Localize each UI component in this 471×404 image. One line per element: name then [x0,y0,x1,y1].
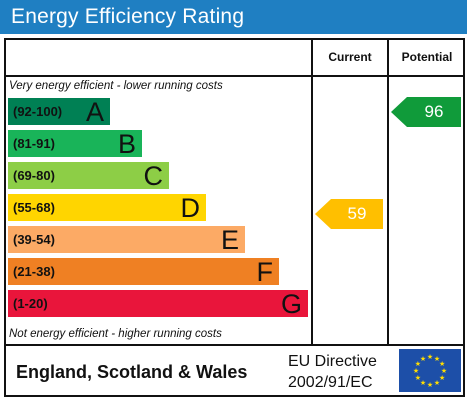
note-efficient: Very energy efficient - lower running co… [9,80,223,92]
footer-rule [4,344,465,346]
potential-rating-value: 96 [424,102,444,121]
band-g-range: (1-20) [13,296,48,311]
footer-region: England, Scotland & Wales [16,362,248,382]
header-rule [4,75,465,77]
band-e-letter: E [220,225,239,255]
band-c: (69-80) C [8,161,169,191]
potential-arrow-shape [391,97,461,127]
band-g-letter: G [280,289,302,319]
band-b: (81-91) B [8,129,142,159]
eu-flag-stars: ★ ★★★★★★★★★★★ [413,353,447,389]
band-a: (92-100) A [8,97,110,127]
band-b-letter: B [117,129,136,159]
eu-star-icon: ★ [441,367,447,375]
column-current-heading: Current [328,50,372,64]
potential-rating-arrow: 96 [391,97,461,127]
eu-star-icon: ★ [434,379,440,387]
divider-potential [387,38,389,345]
eu-star-icon: ★ [439,374,445,382]
current-rating-value: 59 [347,204,367,223]
eu-star-icon: ★ [420,355,426,363]
column-potential-heading: Potential [401,50,453,64]
divider-current [311,38,313,345]
eu-star-icon: ★ [413,367,419,375]
eu-star-icon: ★ [434,355,440,363]
chart-title: Energy Efficiency Rating [11,5,245,28]
current-rating-arrow: 59 [315,199,383,229]
band-b-range: (81-91) [13,136,55,151]
band-g: (1-20) G [8,289,308,319]
eu-star-icon: ★ [420,379,426,387]
band-d-range: (55-68) [13,200,55,215]
band-e: (39-54) E [8,225,245,255]
band-a-range: (92-100) [13,104,63,119]
note-inefficient: Not energy efficient - higher running co… [9,328,222,340]
band-d-letter: D [180,193,201,223]
eu-star-icon: ★ [427,381,433,389]
current-arrow-shape [315,199,383,229]
title-bar: Energy Efficiency Rating [0,0,467,34]
band-e-range: (39-54) [13,232,55,247]
eu-star-icon: ★ [415,360,421,368]
directive-line-1: EU Directive [288,353,377,370]
band-f-letter: F [256,257,274,287]
band-f-range: (21-38) [13,264,55,279]
footer-directive: EU Directive 2002/91/EC [288,351,377,393]
eu-flag-icon: ★ ★ ★ ★ ★ ★ ★ ★ ★ ★ ★ ★ [399,349,461,392]
band-c-range: (69-80) [13,168,55,183]
band-a-letter: A [85,97,104,127]
eu-star-icon: ★ [439,360,445,368]
band-d: (55-68) D [8,193,206,223]
eu-star-icon: ★ [427,353,433,361]
band-c-letter: C [143,161,164,191]
eu-star-icon: ★ [415,374,421,382]
band-f: (21-38) F [8,257,279,287]
rating-frame [4,38,465,397]
directive-line-2: 2002/91/EC [288,374,373,391]
